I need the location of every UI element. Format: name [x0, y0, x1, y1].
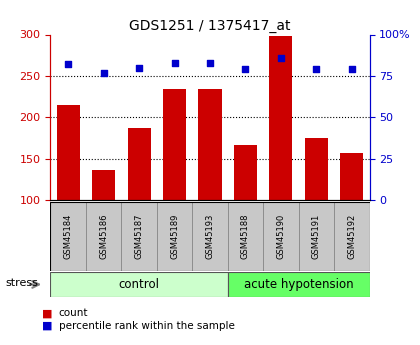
Text: GSM45187: GSM45187: [134, 214, 144, 259]
Text: GSM45192: GSM45192: [347, 214, 356, 259]
Text: ■: ■: [42, 321, 52, 331]
Bar: [269, 36, 292, 283]
Text: percentile rank within the sample: percentile rank within the sample: [59, 321, 235, 331]
Bar: [163, 89, 186, 283]
Bar: [86, 202, 121, 271]
Point: [242, 67, 249, 72]
Bar: [157, 202, 192, 271]
Text: GSM45190: GSM45190: [276, 214, 286, 259]
Text: ■: ■: [42, 308, 52, 318]
Text: GSM45193: GSM45193: [205, 214, 215, 259]
Bar: [50, 202, 86, 271]
Point: [171, 60, 178, 66]
Point: [313, 67, 320, 72]
Bar: [263, 202, 299, 271]
Bar: [234, 145, 257, 283]
Point: [278, 55, 284, 60]
Point: [207, 60, 213, 66]
Point: [100, 70, 107, 75]
Bar: [228, 272, 370, 297]
Bar: [199, 89, 221, 283]
Bar: [334, 202, 370, 271]
Point: [349, 67, 355, 72]
Bar: [299, 202, 334, 271]
Bar: [305, 138, 328, 283]
Text: stress: stress: [5, 278, 38, 288]
Bar: [192, 202, 228, 271]
Title: GDS1251 / 1375417_at: GDS1251 / 1375417_at: [129, 19, 291, 33]
Bar: [340, 153, 363, 283]
Text: GSM45184: GSM45184: [64, 214, 73, 259]
Bar: [121, 202, 157, 271]
Bar: [57, 105, 80, 283]
Bar: [92, 170, 115, 283]
Text: count: count: [59, 308, 88, 318]
Text: acute hypotension: acute hypotension: [244, 278, 354, 291]
Bar: [50, 272, 228, 297]
Point: [136, 65, 142, 70]
Bar: [228, 202, 263, 271]
Bar: [128, 128, 151, 283]
Text: GSM45188: GSM45188: [241, 214, 250, 259]
Text: GSM45191: GSM45191: [312, 214, 321, 259]
Text: GSM45186: GSM45186: [99, 214, 108, 259]
Text: GSM45189: GSM45189: [170, 214, 179, 259]
Point: [65, 61, 71, 67]
Text: control: control: [118, 278, 160, 291]
